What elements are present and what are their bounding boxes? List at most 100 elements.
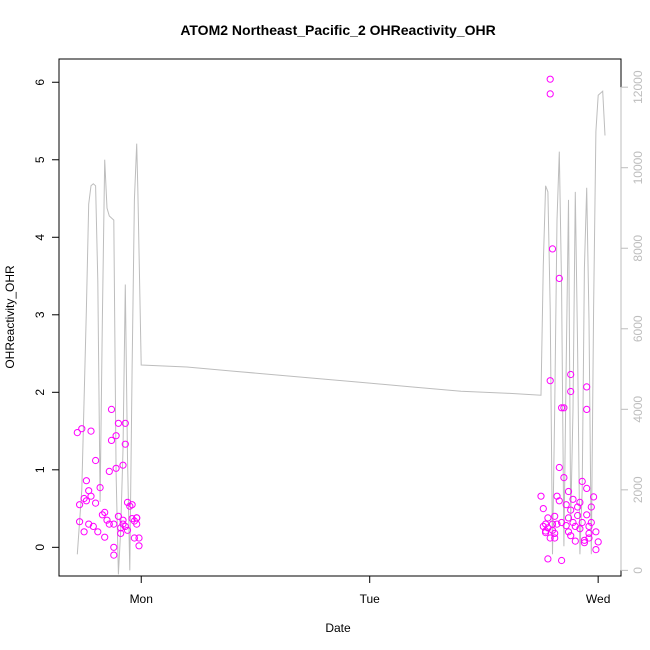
ohr-line: [76, 90, 606, 575]
ohr-point: [551, 534, 559, 542]
ohr-point: [114, 419, 123, 427]
ohr-point: [103, 516, 111, 524]
plot-frame: [58, 58, 622, 577]
ohr-point: [548, 245, 557, 253]
y2-tick-label: 4000: [631, 396, 645, 423]
ohr-point: [555, 274, 563, 282]
ohr-point: [560, 404, 568, 412]
ohr-point: [567, 387, 575, 396]
ohr-point: [580, 539, 589, 547]
ohr-point: [569, 518, 577, 527]
ohr-point: [121, 522, 129, 531]
right-axis: 0 2000 4000 6000 8000 10000 12000: [620, 70, 645, 574]
ohr-point: [555, 463, 563, 472]
ohr-point: [123, 526, 132, 534]
ohr-point: [564, 487, 573, 496]
y2-tick-label: 6000: [631, 315, 645, 342]
ohr-point: [569, 495, 577, 503]
ohr-point: [537, 492, 545, 500]
ohr-point: [583, 405, 591, 413]
y2-tick-label: 8000: [631, 235, 645, 262]
y2-tick-label: 0: [631, 567, 645, 574]
ohr-point: [558, 404, 566, 412]
ohr-point: [583, 383, 591, 391]
ohr-point: [98, 511, 107, 519]
ohr-point: [555, 497, 563, 505]
ohr-point: [564, 528, 573, 536]
ohr-point: [89, 522, 97, 531]
ohr-point: [112, 464, 120, 472]
ohr-point: [571, 537, 579, 545]
y-axis-label: OHReactivity_OHR: [3, 265, 17, 369]
ohr-point: [105, 520, 113, 528]
ohr-point: [87, 492, 95, 500]
ohr-point: [76, 518, 84, 526]
ohr-point: [76, 501, 84, 509]
x-tick-label: Mon: [130, 592, 153, 606]
ohr-point: [110, 551, 118, 559]
ohr-point: [119, 516, 127, 524]
ohr-point: [82, 497, 91, 505]
ohr-point: [117, 529, 125, 538]
ohr-point: [128, 515, 136, 523]
ohr-point: [94, 528, 102, 536]
ohr-point: [592, 528, 600, 536]
y2-tick-label: 12000: [631, 70, 645, 104]
ohr-point: [585, 529, 593, 538]
bottom-axis: Mon Tue Wed: [130, 575, 610, 606]
ohr-point: [560, 474, 568, 482]
ohr-point: [578, 477, 586, 485]
ohr-point: [576, 498, 584, 506]
ohr-point: [567, 532, 575, 540]
ohr-point: [546, 90, 554, 98]
ohr-point: [87, 427, 95, 435]
ohr-point: [96, 484, 104, 492]
ohr-line-series: [76, 90, 606, 575]
ohr-point: [82, 477, 91, 485]
ohr-point: [544, 514, 552, 522]
ohr-point: [583, 511, 591, 519]
ohr-point-series: [73, 75, 602, 565]
ohr-point: [539, 505, 547, 513]
ohr-point: [105, 467, 113, 475]
ohr-point: [562, 522, 570, 530]
ohr-point: [110, 543, 118, 551]
ohr-point: [78, 425, 86, 433]
ohr-point: [576, 525, 584, 533]
left-axis: 0 1 2 3 4 5 6: [33, 79, 60, 551]
ohr-point: [562, 501, 570, 509]
ohr-point: [121, 419, 129, 427]
y-tick-label: 1: [33, 466, 47, 473]
ohr-point: [110, 520, 118, 528]
ohr-point: [567, 506, 575, 514]
ohr-point: [73, 429, 81, 437]
y-tick-label: 2: [33, 389, 47, 396]
ohr-point: [101, 533, 109, 541]
ohr-point: [578, 518, 586, 527]
ohr-point: [101, 508, 109, 517]
ohr-point: [121, 440, 129, 448]
ohr-point: [119, 461, 127, 469]
ohr-point: [585, 522, 593, 531]
ohr-point: [117, 524, 125, 532]
y-tick-label: 6: [33, 79, 47, 86]
ohr-point: [546, 75, 554, 83]
x-tick-label: Wed: [586, 592, 610, 606]
ohr-point: [92, 456, 100, 465]
x-tick-label: Tue: [360, 592, 381, 606]
ohr-point: [114, 512, 123, 520]
ohr-point: [107, 405, 116, 413]
ohr-point: [130, 534, 138, 542]
ohr-point: [587, 503, 595, 511]
ohr-point: [80, 494, 88, 503]
ohr-point: [567, 370, 575, 379]
ohr-point: [551, 512, 559, 520]
ohr-point: [590, 493, 598, 501]
y2-tick-label: 10000: [631, 151, 645, 185]
ohr-point: [112, 432, 120, 440]
y2-tick-label: 2000: [631, 476, 645, 503]
y-tick-label: 3: [33, 311, 47, 318]
ohr-point: [546, 534, 554, 542]
chart-title: ATOM2 Northeast_Pacific_2 OHReactivity_O…: [180, 22, 495, 38]
